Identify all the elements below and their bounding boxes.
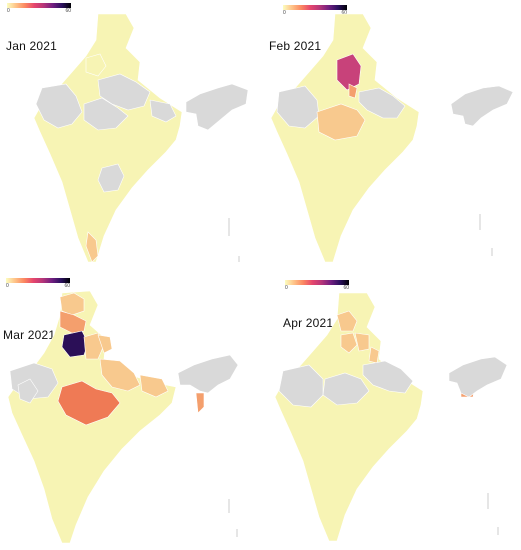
region-northeast-nodata bbox=[185, 83, 249, 131]
region-bihar-nodata bbox=[149, 99, 177, 123]
color-scale-bar: 0 60 bbox=[283, 5, 347, 16]
region-westbengal bbox=[195, 392, 205, 414]
region-punjab bbox=[336, 53, 362, 91]
islands-andaman bbox=[487, 493, 489, 509]
islands-nicobar bbox=[497, 527, 499, 535]
region-gujarat-nodata bbox=[17, 378, 39, 404]
region-up-nodata bbox=[97, 73, 151, 111]
color-scale-gradient bbox=[6, 278, 70, 283]
region-punjab bbox=[340, 332, 358, 354]
scale-max-label: 60 bbox=[65, 8, 71, 14]
scale-max-label: 60 bbox=[64, 283, 70, 289]
region-rajasthan-nodata bbox=[35, 83, 83, 129]
color-scale-ticks: 0 60 bbox=[283, 10, 347, 16]
month-label: Mar 2021 bbox=[3, 328, 56, 342]
region-northeast-nodata bbox=[450, 85, 514, 127]
region-himachal bbox=[354, 332, 370, 352]
scale-min-label: 0 bbox=[283, 10, 286, 16]
color-scale-bar: 0 60 bbox=[285, 280, 349, 291]
color-scale-gradient bbox=[7, 3, 71, 8]
scale-min-label: 0 bbox=[285, 285, 288, 291]
map-panel-mar-2021: 0 60 Mar 2021 bbox=[0, 275, 260, 550]
region-rajasthan-nodata bbox=[278, 364, 324, 408]
region-jk bbox=[59, 292, 85, 316]
islands-andaman bbox=[479, 214, 481, 230]
region-telangana-nodata bbox=[97, 163, 125, 193]
islands-nicobar bbox=[236, 529, 238, 537]
islands-nicobar bbox=[238, 256, 240, 262]
india-map-jan bbox=[33, 13, 249, 263]
region-rajasthan-nodata bbox=[276, 85, 320, 129]
map-panel-apr-2021: 0 60 Apr 2021 bbox=[261, 275, 521, 550]
region-bihar bbox=[139, 374, 169, 398]
islands-nicobar bbox=[491, 248, 493, 256]
scale-min-label: 0 bbox=[6, 283, 9, 289]
month-label: Jan 2021 bbox=[6, 39, 57, 53]
region-punjab bbox=[61, 330, 89, 358]
region-up bbox=[99, 358, 141, 392]
region-jk bbox=[336, 310, 358, 332]
region-delhi bbox=[348, 83, 358, 99]
region-ladakh bbox=[59, 310, 87, 334]
india-map-feb bbox=[270, 13, 514, 263]
color-scale-ticks: 0 60 bbox=[285, 285, 349, 291]
map-panel-feb-2021: 0 60 Feb 2021 bbox=[261, 0, 521, 275]
region-uttarakhand bbox=[97, 334, 113, 354]
month-label: Apr 2021 bbox=[283, 316, 334, 330]
region-kerala bbox=[85, 231, 99, 263]
map-base bbox=[33, 13, 183, 263]
region-up-nodata bbox=[362, 360, 414, 394]
india-map-apr bbox=[274, 292, 508, 542]
color-scale-bar: 0 60 bbox=[7, 3, 71, 14]
color-scale-ticks: 0 60 bbox=[7, 8, 71, 14]
region-northeast-nodata bbox=[177, 354, 239, 394]
color-scale-gradient bbox=[283, 5, 347, 10]
region-mp-nodata bbox=[83, 97, 129, 131]
region-haryana bbox=[83, 332, 105, 360]
color-scale-bar: 0 60 bbox=[6, 278, 70, 289]
month-label: Feb 2021 bbox=[269, 39, 322, 53]
region-northeast-nodata bbox=[448, 356, 508, 398]
region-haryana bbox=[85, 53, 107, 77]
region-mp-nodata bbox=[322, 372, 370, 406]
scale-max-label: 60 bbox=[343, 285, 349, 291]
color-scale-gradient bbox=[285, 280, 349, 285]
scale-min-label: 0 bbox=[7, 8, 10, 14]
region-up-nodata bbox=[358, 87, 406, 119]
color-scale-ticks: 0 60 bbox=[6, 283, 70, 289]
map-panel-jan-2021: 0 60 Jan 2021 bbox=[0, 0, 260, 275]
region-mp bbox=[316, 103, 366, 141]
islands-andaman bbox=[228, 499, 230, 513]
region-mp bbox=[57, 380, 121, 426]
scale-max-label: 60 bbox=[341, 10, 347, 16]
islands-andaman bbox=[228, 218, 230, 236]
india-map-mar bbox=[7, 290, 239, 544]
